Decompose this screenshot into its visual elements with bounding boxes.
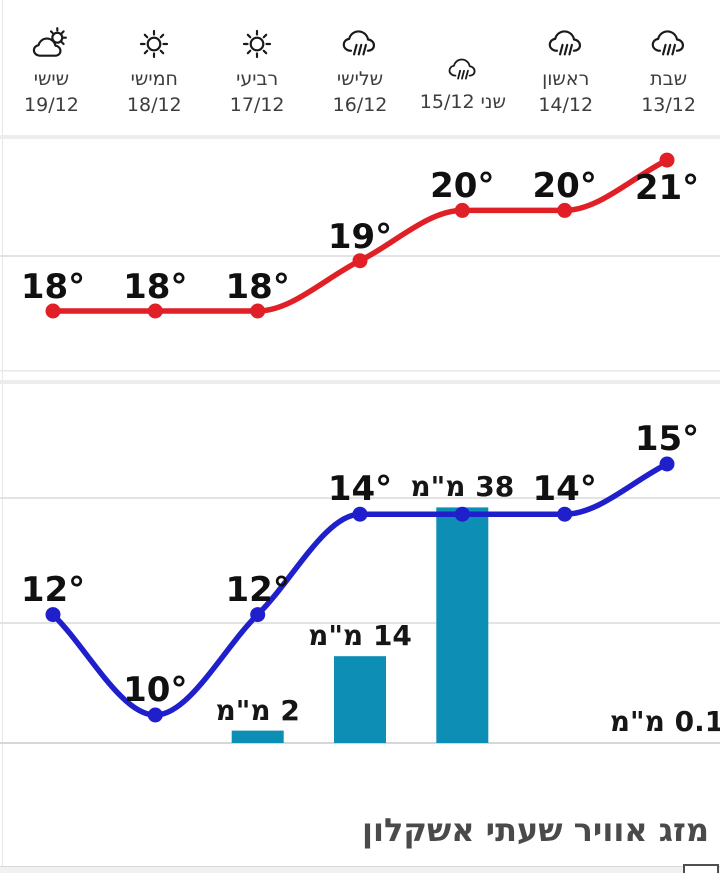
max-temp-point <box>557 202 573 218</box>
min-temp-point <box>147 707 163 723</box>
widget-title: מזג אוויר שעתי אשקלון <box>362 811 709 849</box>
day-date: 14/12 <box>538 94 594 116</box>
max-temp-point <box>352 253 368 269</box>
day-column: שני 15/12 <box>411 0 514 136</box>
day-date: 17/12 <box>229 94 285 116</box>
sun-icon <box>206 26 309 64</box>
day-column: רביעי 17/12 <box>206 0 309 136</box>
bottom-partial-box <box>683 864 719 873</box>
min-temp-point <box>659 456 675 472</box>
next-section-strip <box>0 866 720 873</box>
min-temp-point <box>352 506 368 522</box>
day-column: שלישי 16/12 <box>309 0 412 136</box>
day-date: 16/12 <box>332 94 388 116</box>
day-date: 18/12 <box>126 94 182 116</box>
card-left-edge <box>2 0 3 866</box>
day-name: שבת <box>650 68 688 90</box>
min-temp-point <box>454 506 470 522</box>
min-temp-point <box>45 607 61 623</box>
rain-icon <box>309 26 412 64</box>
day-column: חמישי 18/12 <box>103 0 206 136</box>
day-name: ראשון <box>542 68 590 90</box>
max-temp-point <box>659 152 675 168</box>
max-temp-point <box>454 202 470 218</box>
max-temp-line <box>50 157 670 314</box>
day-strip: שבת 13/12 ראשון 14/12 שני 15/12 שלישי 16/12 רבי… <box>0 0 720 136</box>
day-name: רביעי <box>236 68 279 90</box>
min-temp-point <box>250 607 266 623</box>
day-date: 19/12 <box>24 94 79 116</box>
day-name: חמישי <box>130 68 178 90</box>
rain-icon <box>411 55 514 87</box>
day-column: ראשון 14/12 <box>514 0 617 136</box>
max-temp-point <box>45 303 61 319</box>
max-temp-point <box>147 303 163 319</box>
partly-cloudy-icon <box>0 26 103 64</box>
sun-icon <box>103 26 206 64</box>
day-column: שבת 13/12 <box>617 0 720 136</box>
precipitation-bar <box>334 656 386 743</box>
precipitation-bar <box>231 730 284 743</box>
min-temp-point <box>557 506 573 522</box>
day-name: שלישי <box>336 68 384 90</box>
precipitation-bar <box>436 507 489 743</box>
day-name-and-date: שני 15/12 <box>419 91 506 113</box>
day-column: שישי 19/12 <box>0 0 103 136</box>
rain-icon <box>514 26 617 64</box>
day-date: 13/12 <box>641 94 696 116</box>
max-temp-point <box>250 303 266 319</box>
rain-icon <box>617 26 720 64</box>
day-name: שישי <box>33 68 70 90</box>
